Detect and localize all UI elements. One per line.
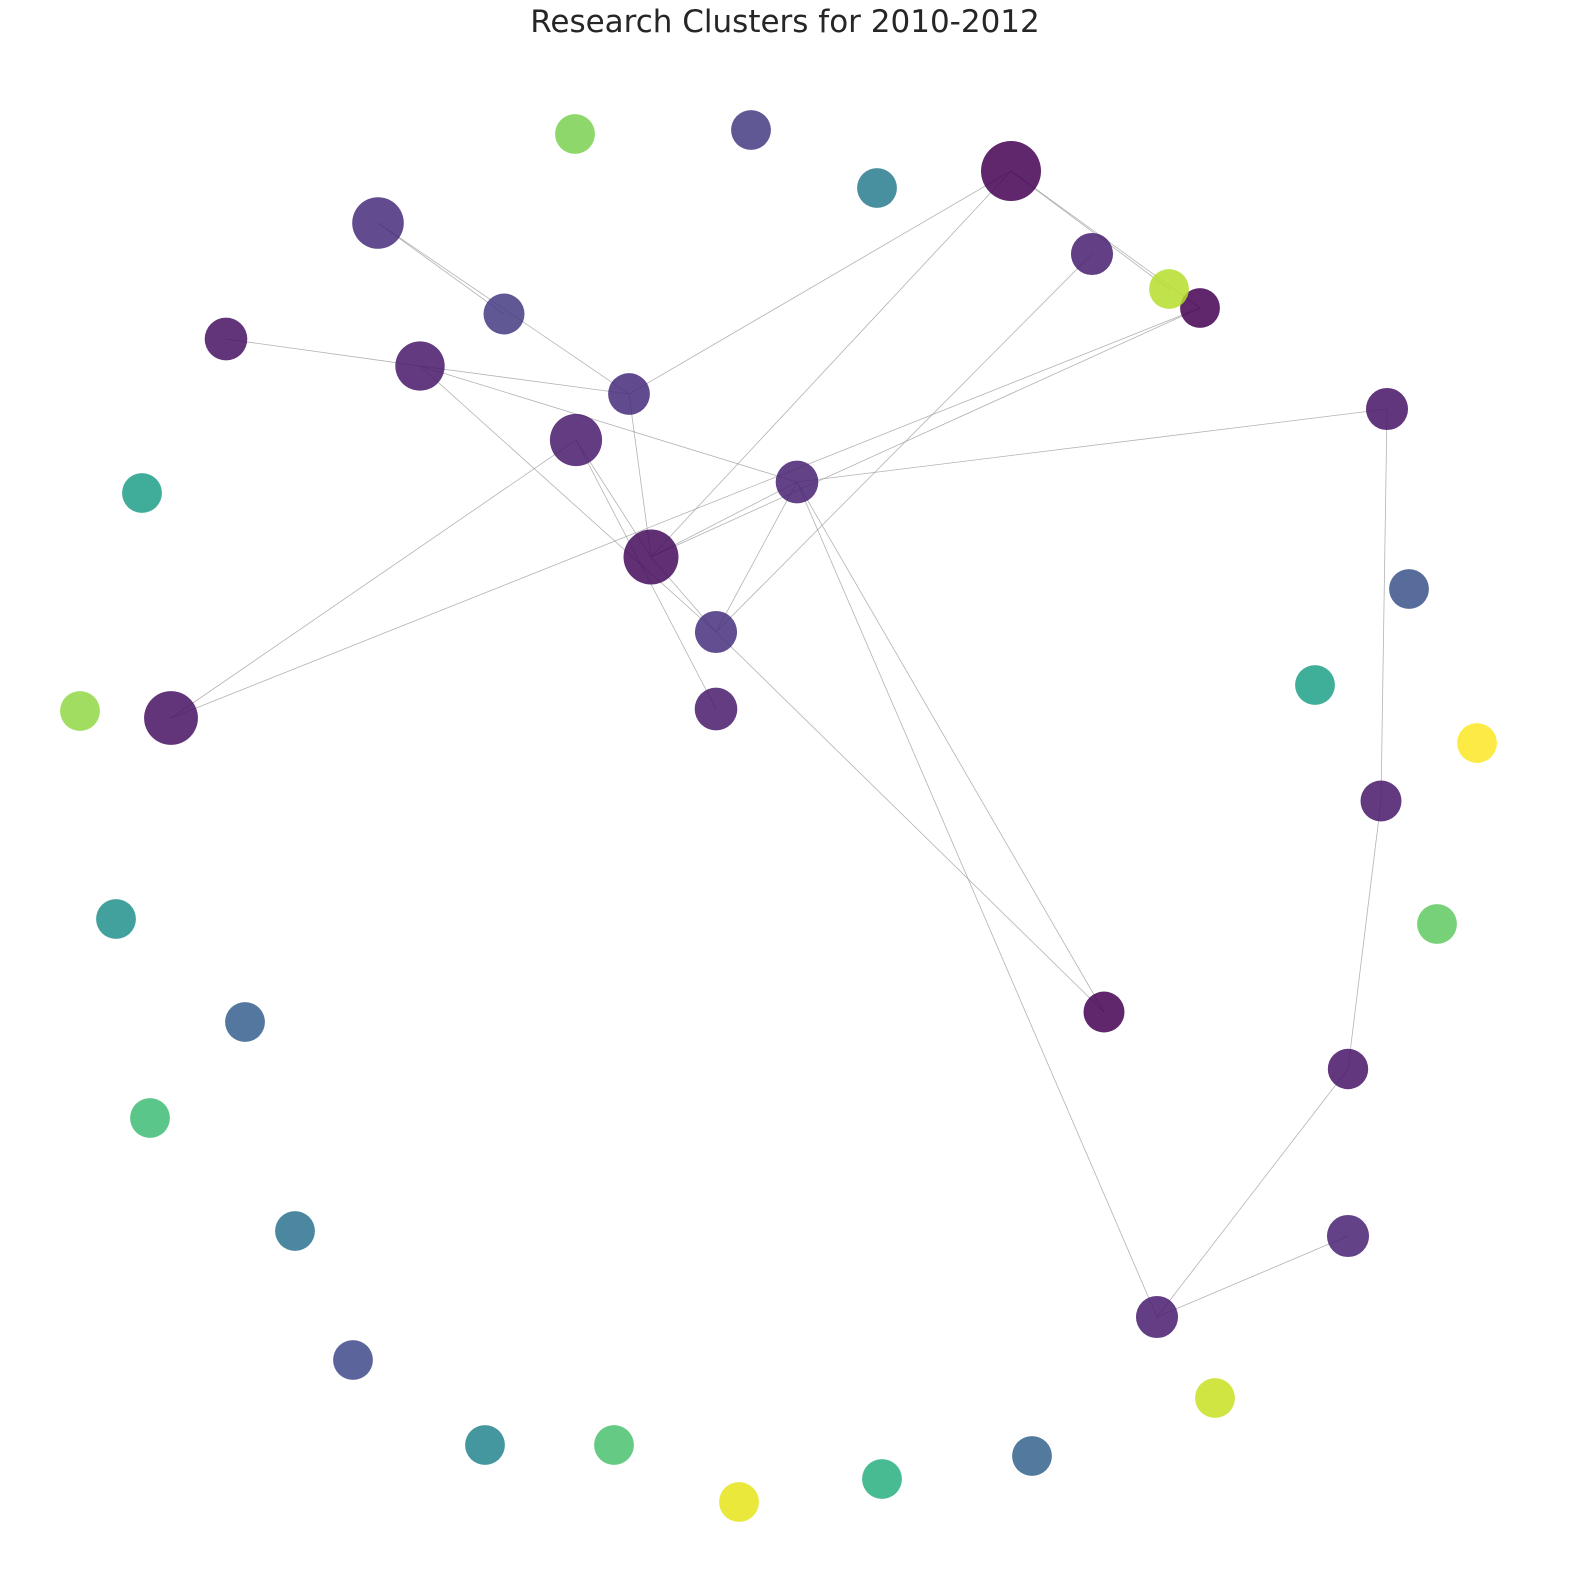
edge-n5-n15 — [650, 307, 1201, 558]
node-n3[interactable] — [395, 341, 445, 391]
node-n44[interactable] — [1012, 1436, 1052, 1476]
edge-n1-n5 — [650, 170, 1012, 558]
node-n32[interactable] — [1295, 665, 1335, 705]
edge-n10-n13 — [796, 408, 1388, 483]
edge-n3-n9 — [419, 365, 717, 633]
edge-n9-n16 — [715, 631, 1105, 1013]
node-n12[interactable] — [1180, 288, 1220, 328]
node-n16[interactable] — [1083, 991, 1125, 1033]
edge-n3-n10 — [419, 365, 798, 483]
edge-n9-n10 — [715, 481, 798, 633]
node-n2[interactable] — [352, 197, 404, 249]
node-n34[interactable] — [1417, 904, 1457, 944]
edge-n3-n7 — [419, 365, 630, 395]
node-n17[interactable] — [204, 317, 248, 361]
node-n37[interactable] — [130, 1098, 170, 1138]
node-n9[interactable] — [694, 610, 738, 654]
node-layer — [60, 110, 1497, 1522]
edge-n10-n24 — [796, 481, 1158, 1318]
edge-n13-n19 — [1380, 408, 1388, 802]
node-n28[interactable] — [857, 168, 897, 208]
node-n22[interactable] — [1326, 1214, 1370, 1258]
node-n45[interactable] — [1195, 1378, 1235, 1418]
edge-n10-n23 — [796, 481, 1105, 1013]
node-n26[interactable] — [555, 114, 595, 154]
edge-n12-n4 — [170, 307, 1201, 719]
node-n41[interactable] — [594, 1425, 634, 1465]
node-n30[interactable] — [60, 691, 100, 731]
chart-title: Research Clusters for 2010-2012 — [530, 4, 1040, 40]
edge-n1-n7 — [628, 170, 1012, 395]
node-n7[interactable] — [608, 373, 650, 415]
node-n27[interactable] — [731, 110, 771, 150]
node-n35[interactable] — [96, 899, 136, 939]
edge-n1-n25 — [1010, 170, 1170, 290]
node-n5[interactable] — [623, 529, 679, 585]
node-n10[interactable] — [775, 460, 819, 504]
edge-n3-n17 — [225, 338, 421, 367]
node-n36[interactable] — [225, 1002, 265, 1042]
node-n11[interactable] — [1070, 232, 1114, 276]
node-n43[interactable] — [862, 1459, 902, 1499]
node-n19[interactable] — [1360, 780, 1402, 822]
node-n20[interactable] — [1135, 1295, 1179, 1339]
node-n31[interactable] — [1389, 569, 1429, 609]
edge-n19-n21 — [1347, 800, 1382, 1070]
node-n1[interactable] — [981, 141, 1041, 201]
edge-n6-n4 — [170, 439, 577, 719]
node-n21[interactable] — [1327, 1048, 1369, 1090]
node-n6[interactable] — [549, 413, 603, 467]
node-n25[interactable] — [1149, 269, 1189, 309]
node-n33[interactable] — [1457, 723, 1497, 763]
edge-n20-n22 — [1156, 1235, 1349, 1318]
edge-layer — [170, 170, 1388, 1318]
edge-n21-n20 — [1156, 1068, 1349, 1318]
edge-n2-n8 — [377, 222, 505, 315]
node-n38[interactable] — [275, 1211, 315, 1251]
node-n13[interactable] — [1365, 387, 1409, 431]
edge-n9-n11 — [715, 253, 1093, 633]
node-n39[interactable] — [333, 1340, 373, 1380]
node-n4[interactable] — [144, 691, 198, 745]
node-n8[interactable] — [483, 293, 525, 335]
node-n29[interactable] — [122, 473, 162, 513]
node-n42[interactable] — [719, 1482, 759, 1522]
node-n14[interactable] — [694, 687, 738, 731]
node-n40[interactable] — [465, 1425, 505, 1465]
